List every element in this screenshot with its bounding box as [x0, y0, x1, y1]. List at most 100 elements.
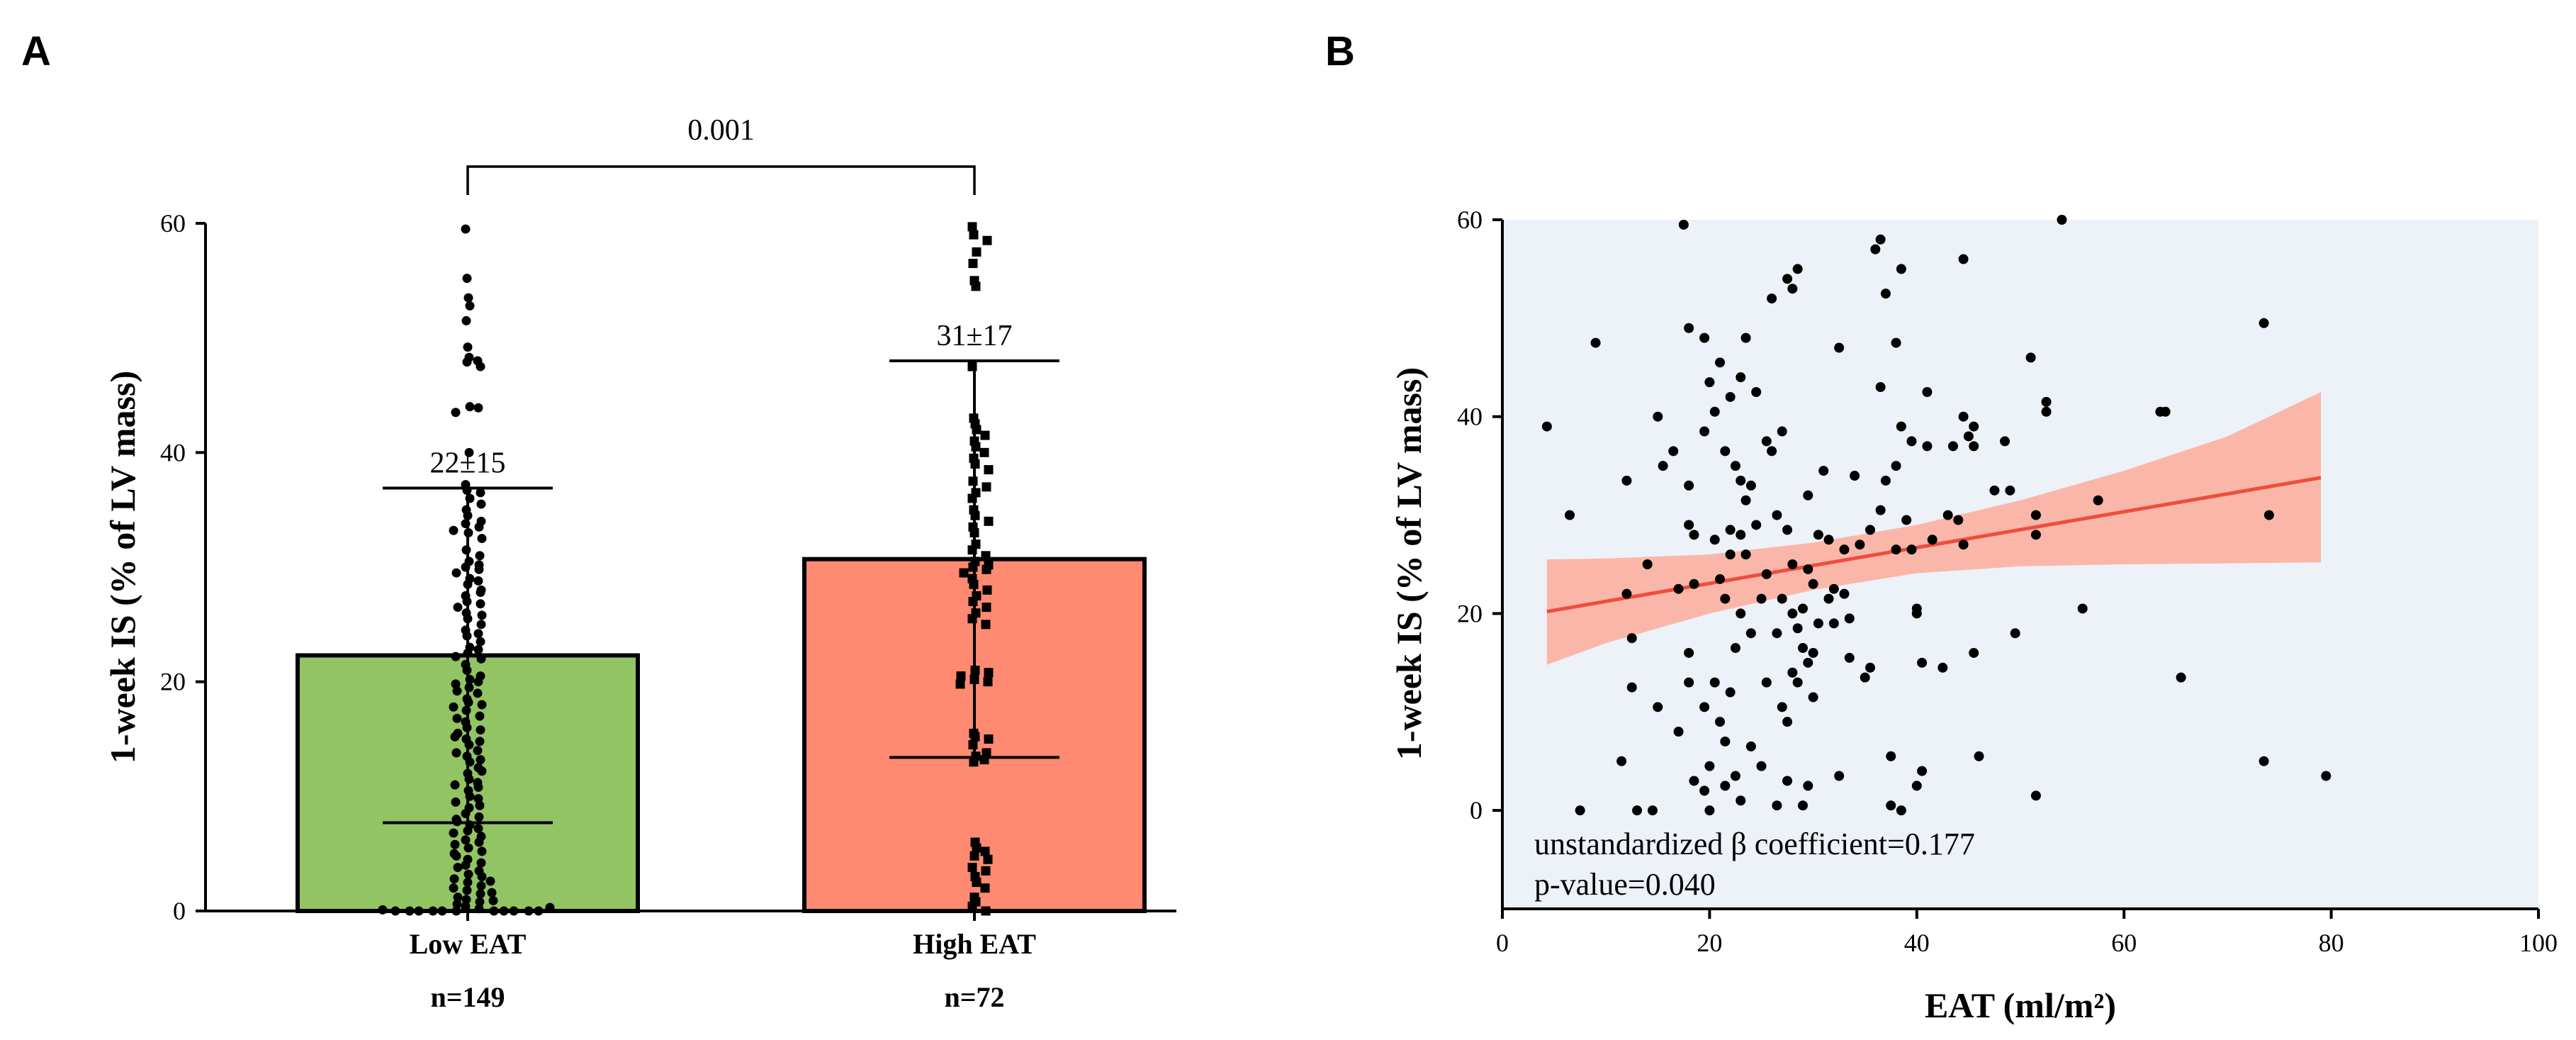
b-point — [1720, 593, 1731, 604]
b-point — [1730, 461, 1740, 471]
a-point-low — [476, 755, 485, 765]
a-point-low — [451, 568, 461, 578]
a-point-high — [969, 230, 979, 240]
b-point — [1969, 421, 1979, 432]
a-point-high — [982, 235, 992, 245]
a-point-low — [474, 522, 484, 532]
a-point-low — [475, 551, 485, 561]
panel-b-letter: B — [1325, 28, 1355, 74]
a-point-low — [476, 654, 486, 664]
a-point-low — [476, 620, 486, 630]
b-point — [1844, 652, 1855, 663]
a-point-low — [453, 603, 463, 613]
a-point-low — [462, 274, 472, 284]
b-x-ticks: 0 20 40 60 80 100 — [1496, 909, 2558, 957]
a-point-low — [461, 835, 471, 845]
b-point — [1761, 436, 1772, 447]
panel-b-scatter-chart: 0 20 40 60 0 20 40 60 80 100 unstandardized β co… — [1389, 206, 2558, 1025]
b-point — [1756, 761, 1767, 771]
a-y-tick-label: 0 — [173, 897, 186, 925]
b-point — [1761, 569, 1772, 579]
b-point — [1958, 254, 1969, 264]
a-point-high — [984, 668, 994, 678]
b-point — [2005, 485, 2015, 496]
a-point-low — [475, 897, 485, 907]
b-point — [1626, 633, 1637, 644]
b-point — [1647, 805, 1658, 816]
b-x-tick-label: 80 — [2319, 929, 2344, 957]
b-point — [1953, 515, 1964, 525]
b-point — [1720, 781, 1731, 791]
a-point-low — [451, 797, 461, 807]
a-point-high — [983, 677, 993, 687]
b-point — [1730, 771, 1740, 781]
a-point-low — [474, 837, 484, 847]
a-point-low — [463, 342, 473, 352]
b-point — [1896, 421, 1906, 432]
b-point — [1715, 357, 1726, 368]
b-point — [1704, 377, 1715, 388]
b-point — [1850, 471, 1860, 481]
a-point-high — [982, 564, 991, 574]
a-point-high — [984, 734, 994, 744]
b-point — [1772, 510, 1782, 520]
b-x-tick-label: 20 — [1697, 929, 1722, 957]
b-point — [1803, 657, 1813, 668]
b-point — [1689, 776, 1699, 786]
b-point — [1699, 426, 1710, 437]
a-point-high — [967, 902, 977, 912]
b-coefficient-annotation: unstandardized β coefficient=0.177 — [1534, 827, 1975, 861]
a-point-low — [476, 588, 485, 598]
b-point — [1969, 441, 1979, 452]
b-point — [1736, 475, 1746, 486]
b-point — [1792, 264, 1803, 274]
a-point-low — [476, 889, 485, 899]
b-point — [1626, 682, 1637, 693]
b-point — [1632, 805, 1643, 816]
a-point-high — [981, 620, 991, 630]
b-point — [1860, 672, 1870, 683]
b-point — [2030, 790, 2041, 801]
b-point — [1736, 795, 1746, 806]
a-significance-label: 0.001 — [687, 114, 755, 147]
b-point — [1896, 805, 1906, 816]
a-point-low — [461, 224, 471, 234]
b-point — [1761, 677, 1772, 688]
a-count-label-high: n=72 — [944, 981, 1004, 1013]
a-point-low — [461, 902, 471, 912]
b-point — [2263, 510, 2274, 520]
a-point-low — [463, 843, 473, 853]
b-point — [1797, 800, 1808, 811]
a-point-low — [473, 824, 483, 834]
b-point — [1684, 480, 1694, 491]
a-point-low — [473, 644, 483, 654]
a-point-low — [465, 402, 475, 412]
a-point-high — [983, 854, 993, 864]
b-point — [1958, 411, 1969, 422]
a-point-high — [969, 757, 979, 767]
b-point — [1736, 372, 1746, 383]
b-point — [2093, 495, 2103, 505]
b-point — [1715, 574, 1726, 584]
a-point-low — [451, 652, 461, 661]
b-point — [1541, 421, 1552, 432]
a-y-tick-label: 60 — [160, 209, 186, 237]
b-point — [1808, 578, 1818, 589]
a-point-high — [980, 846, 990, 856]
b-point — [2057, 215, 2067, 225]
a-errorbars-group — [383, 359, 1059, 824]
a-point-high — [979, 447, 989, 457]
b-point — [1797, 603, 1808, 614]
b-point — [1792, 677, 1803, 688]
b-point — [1839, 544, 1850, 555]
a-point-low — [488, 895, 498, 905]
b-point — [1678, 219, 1689, 230]
b-point — [1803, 781, 1813, 791]
b-point — [1906, 436, 1917, 447]
b-y-ticks: 0 20 40 60 — [1457, 206, 1502, 824]
b-point — [1813, 530, 1823, 540]
b-point — [1942, 510, 1953, 520]
a-point-low — [476, 488, 485, 498]
a-category-label-low: Low EAT — [410, 928, 527, 960]
a-point-low — [449, 828, 459, 838]
